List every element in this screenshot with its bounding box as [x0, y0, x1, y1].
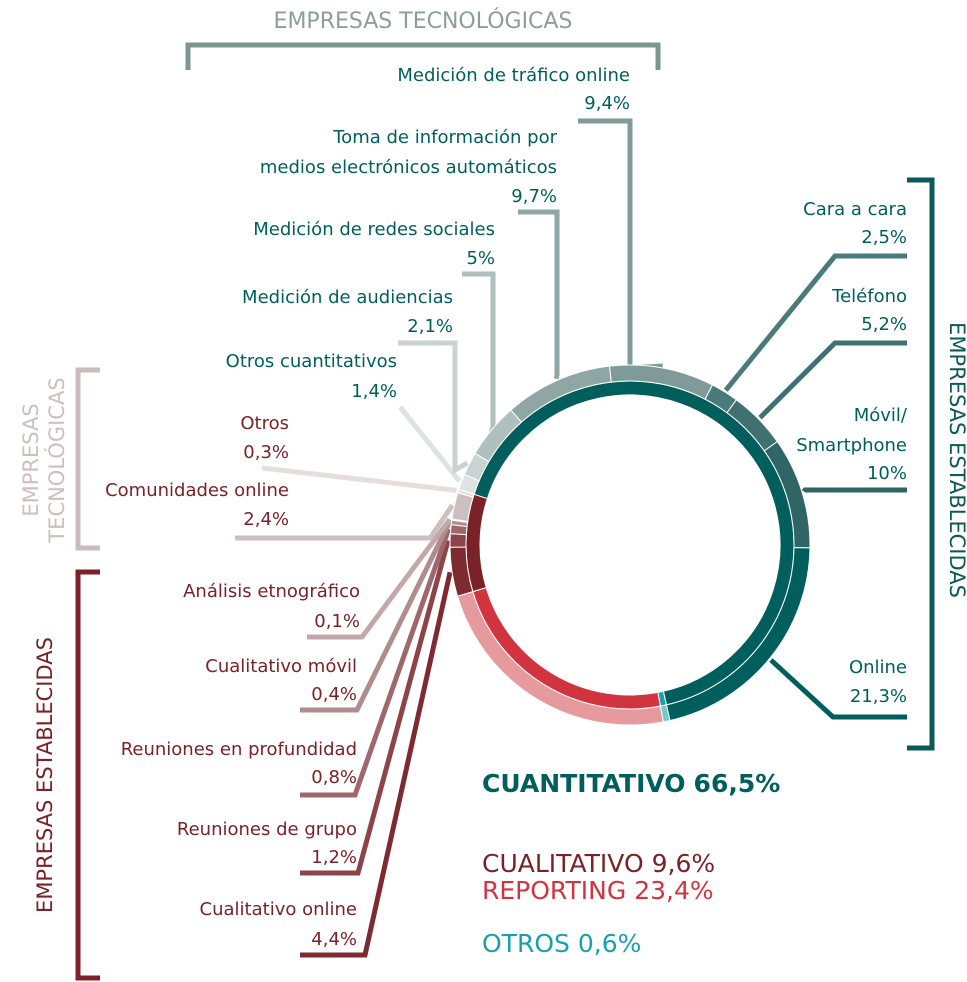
segment-label: Online	[849, 657, 907, 678]
segment-value-label: 2,5%	[861, 227, 907, 248]
leader-line	[261, 465, 457, 493]
segment-value-label: 21,3%	[850, 686, 907, 707]
bracket	[75, 367, 100, 551]
leader-line	[462, 271, 496, 434]
leader-line	[518, 209, 560, 380]
segment-value-label: 1,4%	[351, 381, 397, 402]
leader-line	[300, 521, 452, 713]
segment-label: Smartphone	[796, 435, 907, 456]
leader-line	[300, 571, 453, 958]
segment-value-label: 0,3%	[243, 442, 289, 463]
segment-label: Análisis etnográfico	[183, 581, 360, 602]
segment-value-label: 1,2%	[311, 847, 357, 868]
legend-value: 9,6%	[652, 849, 716, 878]
segment-label: Cualitativo móvil	[205, 656, 357, 677]
leader-line	[300, 539, 451, 876]
leader-line	[398, 340, 469, 475]
legend-name: REPORTING	[482, 876, 626, 905]
segment-label: Medición de tráfico online	[397, 65, 630, 86]
bracket-label: EMPRESAS	[19, 403, 43, 516]
segment-value-label: 5%	[466, 248, 495, 269]
segment-label: Medición de audiencias	[242, 287, 453, 308]
bracket-label: TECNOLÓGICAS	[44, 377, 69, 543]
segment-value-label: 10%	[867, 463, 907, 484]
segment-label: Cualitativo online	[200, 899, 357, 920]
legend-value: 0,6%	[578, 929, 642, 958]
legend-value: 66,5%	[694, 769, 781, 798]
bracket	[75, 569, 100, 981]
segment-label: Otros	[240, 413, 289, 434]
outer-arc	[457, 488, 475, 498]
bracket-label: EMPRESAS ESTABLECIDAS	[33, 637, 57, 913]
legend-name: CUALITATIVO	[482, 849, 644, 878]
legend-entry: REPORTING 23,4%	[482, 876, 714, 905]
segment-value-label: 9,4%	[584, 93, 630, 114]
leader-line	[769, 658, 907, 720]
segment-value-label: 0,8%	[311, 767, 357, 788]
outer-arc	[449, 533, 467, 548]
legend-value: 23,4%	[634, 876, 713, 905]
leader-line	[758, 340, 907, 420]
segment-label: Reuniones de grupo	[177, 819, 357, 840]
donut	[449, 364, 811, 726]
segment-label: Reuniones en profundidad	[121, 739, 357, 760]
segment-value-label: 4,4%	[311, 929, 357, 950]
segment-label: Móvil/	[854, 405, 908, 426]
segment-label: medios electrónicos automáticos	[260, 157, 557, 178]
leader-line	[398, 405, 462, 483]
leader-line	[578, 118, 663, 371]
segment-value-label: 9,7%	[511, 186, 557, 207]
leaders	[235, 118, 907, 958]
leader-line	[300, 528, 452, 798]
legend-entry: CUANTITATIVO 66,5%	[482, 769, 780, 798]
bracket	[907, 177, 935, 751]
leader-line	[723, 253, 907, 392]
leader-line	[235, 503, 455, 541]
segment-label: Otros cuantitativos	[226, 351, 397, 372]
segment-value-label: 5,2%	[861, 314, 907, 335]
legend-name: CUANTITATIVO	[482, 769, 686, 798]
segment-label: Comunidades online	[105, 480, 289, 501]
segment-value-label: 2,1%	[407, 316, 453, 337]
segment-value-label: 0,4%	[311, 684, 357, 705]
segment-value-label: 2,4%	[243, 509, 289, 530]
legend-name: OTROS	[482, 929, 570, 958]
bracket-label: EMPRESAS ESTABLECIDAS	[945, 322, 967, 598]
segment-label: Cara a cara	[803, 199, 907, 220]
segment-label: Toma de información por	[332, 127, 557, 148]
segment-label: Medición de redes sociales	[253, 219, 495, 240]
leader-line	[801, 487, 907, 493]
segment-value-label: 0,1%	[314, 611, 360, 632]
segment-label: Teléfono	[831, 286, 907, 307]
leader-line	[307, 517, 452, 640]
legend-entry: CUALITATIVO 9,6%	[482, 849, 715, 878]
legend-entry: OTROS 0,6%	[482, 929, 641, 958]
bracket-label: EMPRESAS TECNOLÓGICAS	[274, 8, 573, 34]
bracket	[185, 42, 661, 70]
